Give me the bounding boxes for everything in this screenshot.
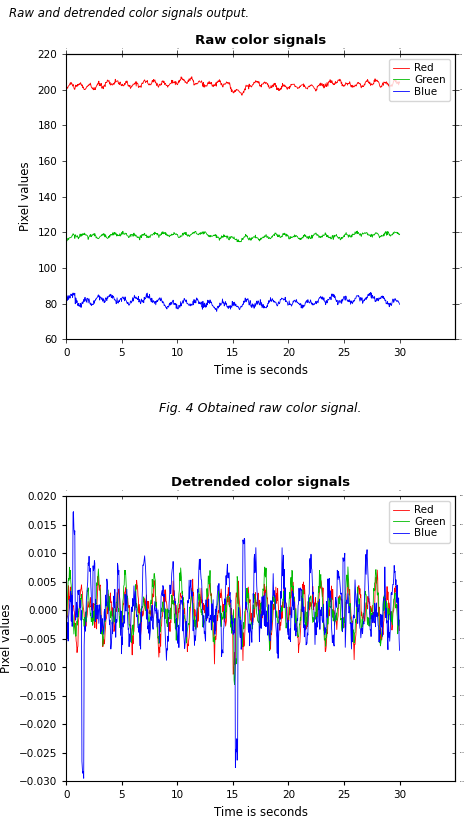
Red <box>239 91 245 101</box>
Line: Green: Green <box>66 231 400 242</box>
Green <box>328 602 333 612</box>
Text: Raw and detrended color signals output.: Raw and detrended color signals output. <box>9 7 250 20</box>
Y-axis label: Pixel values: Pixel values <box>0 604 13 673</box>
Line: Blue: Blue <box>66 512 400 779</box>
Legend: Red, Green, Blue: Red, Green, Blue <box>389 59 450 101</box>
Blue <box>64 622 69 632</box>
Green <box>237 237 243 247</box>
Red <box>174 79 180 89</box>
Blue <box>127 299 133 309</box>
Red <box>328 76 334 86</box>
Blue <box>174 299 180 309</box>
Green <box>64 234 69 243</box>
Red <box>64 86 69 96</box>
Blue <box>259 297 264 307</box>
Blue <box>397 299 402 309</box>
Red <box>374 565 380 575</box>
Line: Red: Red <box>66 76 400 96</box>
Blue <box>175 635 181 645</box>
Blue <box>259 592 265 602</box>
Blue <box>128 617 134 627</box>
Green <box>345 562 351 572</box>
Green <box>174 618 180 628</box>
Line: Green: Green <box>66 567 400 685</box>
Red <box>127 81 133 91</box>
Red <box>174 609 180 619</box>
Legend: Red, Green, Blue: Red, Green, Blue <box>389 501 450 543</box>
Red <box>64 614 69 624</box>
Title: Detrended color signals: Detrended color signals <box>171 476 350 489</box>
Green <box>212 230 218 240</box>
Red <box>276 613 282 623</box>
Green <box>64 614 69 624</box>
Red <box>397 78 402 88</box>
Blue <box>81 774 87 784</box>
Red <box>276 86 282 96</box>
Green <box>127 231 133 241</box>
Green <box>232 680 237 690</box>
Green <box>174 229 180 239</box>
Green <box>212 626 218 636</box>
Red <box>212 632 218 642</box>
Green <box>276 229 282 239</box>
Y-axis label: Pixel values: Pixel values <box>19 162 32 231</box>
Red <box>259 618 264 628</box>
Green <box>259 597 264 607</box>
Blue <box>213 602 219 612</box>
Blue <box>212 304 218 314</box>
Blue <box>368 288 374 297</box>
Green <box>127 622 133 632</box>
Green <box>276 614 282 624</box>
Green <box>397 229 402 239</box>
Green <box>328 234 333 243</box>
Green <box>259 234 264 244</box>
Red <box>213 78 219 88</box>
Title: Raw color signals: Raw color signals <box>195 34 326 47</box>
Blue <box>214 307 219 317</box>
Red <box>328 597 333 607</box>
Line: Red: Red <box>66 570 400 674</box>
Blue <box>397 646 402 656</box>
X-axis label: Time is seconds: Time is seconds <box>214 364 308 376</box>
Blue <box>71 507 76 517</box>
Green <box>355 226 360 236</box>
Red <box>127 620 133 630</box>
Blue <box>64 293 69 302</box>
Green <box>397 615 402 625</box>
Blue <box>276 606 282 616</box>
Blue <box>328 292 333 302</box>
Line: Blue: Blue <box>66 293 400 312</box>
X-axis label: Time is seconds: Time is seconds <box>214 806 308 819</box>
Red <box>189 71 195 81</box>
Blue <box>328 600 334 610</box>
Red <box>397 626 402 636</box>
Blue <box>276 298 282 308</box>
Red <box>230 669 236 679</box>
Red <box>259 80 265 90</box>
Text: Fig. 4 Obtained raw color signal.: Fig. 4 Obtained raw color signal. <box>159 402 362 415</box>
